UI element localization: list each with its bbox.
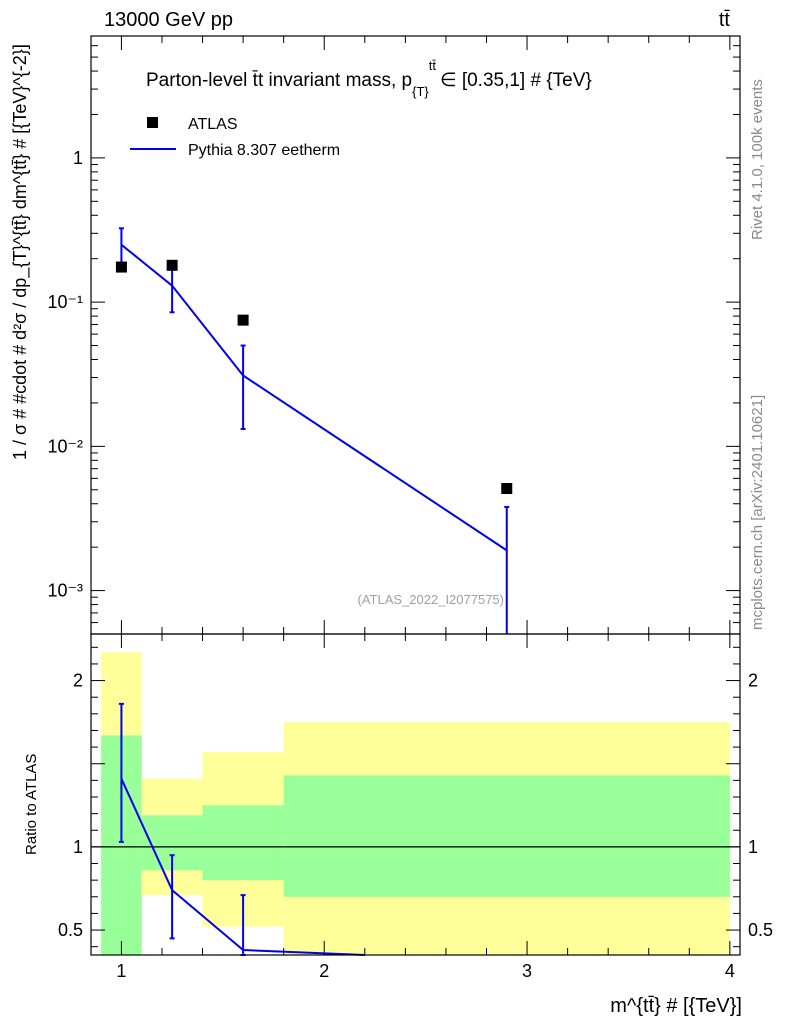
xlabel: m^{tt̄} # [{TeV}] [610, 995, 742, 1017]
atlas-data-point [166, 259, 178, 271]
legend-mc-label: Pythia 8.307 eetherm [188, 142, 340, 159]
atlas-data-point [501, 483, 513, 495]
ratio-panel: 0.5 0.5 1 1 2 2 1 2 3 4 Ratio to ATLAS m^{tt̄} # … [23, 633, 773, 1017]
atlas-data-point [115, 261, 127, 273]
main-panel: 1 10⁻¹ 10⁻² 10⁻³ Parton-level t̄t invariant… [10, 35, 741, 635]
legend-atlas-label: ATLAS [188, 116, 238, 133]
ratio-ticks: 0.5 0.5 1 1 2 2 1 2 3 4 [58, 634, 773, 981]
legend-atlas-marker [147, 117, 158, 128]
ratio-ytick-label-right: 1 [748, 837, 758, 857]
main-ticks: 1 10⁻¹ 10⁻² 10⁻³ [47, 35, 740, 635]
main-title-text: Parton-level t̄t invariant mass, p [146, 70, 412, 91]
ratio-mc-line [120, 778, 365, 956]
ratio-ytick-label-right: 0.5 [748, 920, 773, 940]
xtick-label: 1 [116, 961, 126, 981]
ratio-band-inner [283, 775, 730, 897]
analysis-watermark: (ATLAS_2022_I2077575) [358, 592, 504, 607]
ratio-ytick-label: 2 [73, 671, 83, 691]
ratio-band-inner [202, 805, 284, 881]
xtick-label: 4 [725, 961, 735, 981]
atlas-data-point [237, 314, 249, 326]
main-plot-area [91, 36, 740, 634]
ratio-frame [90, 633, 741, 956]
ratio-series [118, 702, 365, 956]
ratio-bands [91, 652, 740, 955]
site-label: mcplots.cern.ch [arXiv:2401.10621] [749, 395, 766, 630]
main-ytick-label: 10⁻¹ [47, 292, 83, 312]
ratio-ylabel: Ratio to ATLAS [23, 754, 40, 855]
main-ytick-label: 1 [73, 148, 83, 168]
main-title-rest: ∈ [0.35,1] # {TeV} [440, 70, 592, 91]
ratio-ytick-label-right: 2 [748, 671, 758, 691]
main-title-sub: {T} [412, 84, 429, 99]
main-ylabel: 1 / σ # #cdot # d²σ / dp_{T}^{tt̄} dm^{t… [10, 44, 31, 460]
ratio-ytick-label: 1 [73, 837, 83, 857]
mc-line [120, 243, 508, 552]
main-title: Parton-level t̄t invariant mass, p{T} tt̄… [146, 58, 592, 99]
xtick-label: 2 [319, 961, 329, 981]
ratio-ytick-label: 0.5 [58, 920, 83, 940]
energy-label: 13000 GeV pp [104, 9, 233, 31]
main-ytick-label: 10⁻² [47, 436, 83, 456]
rivet-label: Rivet 4.1.0, 100k events [749, 79, 766, 240]
main-series [115, 227, 513, 634]
main-ytick-label: 10⁻³ [47, 581, 83, 601]
xtick-label: 3 [522, 961, 532, 981]
process-label: tt̄ [719, 9, 731, 31]
main-title-sup: tt̄ [429, 58, 437, 73]
